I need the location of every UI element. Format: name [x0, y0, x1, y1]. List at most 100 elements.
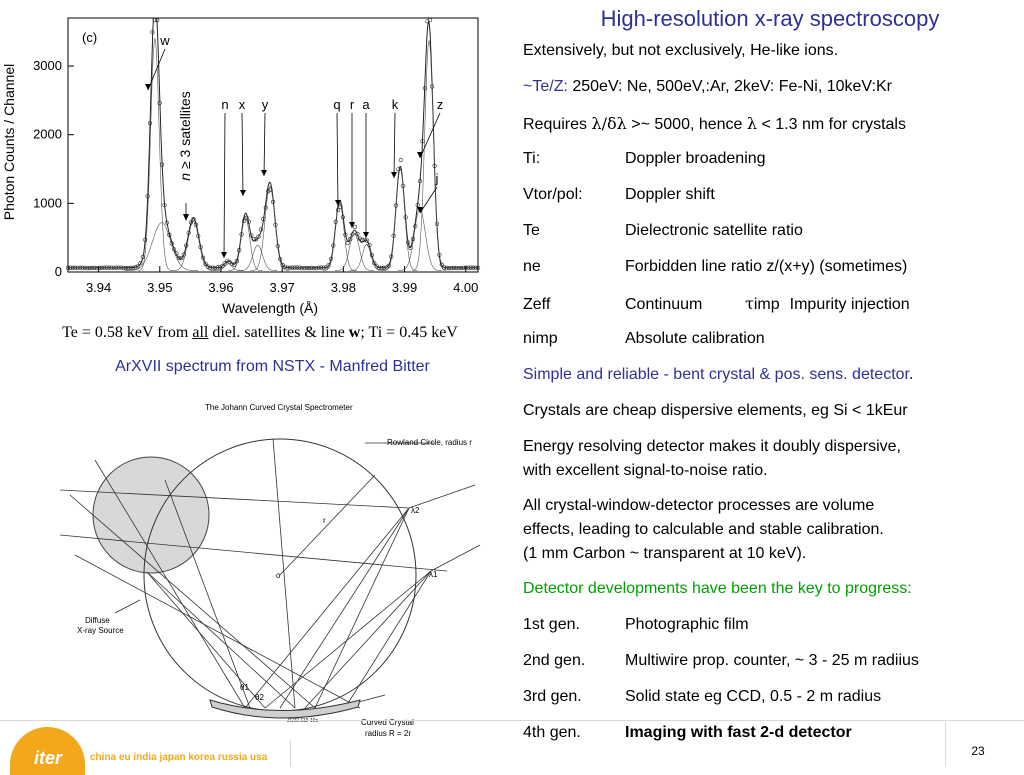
x-tick-label: 3.96 [208, 280, 233, 295]
line-label-arrowhead [349, 222, 355, 228]
text-line-ti: Ti: Doppler broadening [523, 150, 766, 167]
component-peak [383, 168, 418, 271]
chart-axes: 3.94 3.95 3.96 3.97 3.98 3.99 4.00 0 1000 2000 300… [33, 17, 479, 295]
data-point [87, 265, 92, 271]
data-point [131, 265, 136, 271]
x-tick-label: 4.00 [453, 280, 478, 295]
x-tick-label: 3.95 [147, 280, 172, 295]
data-point [116, 265, 121, 270]
text-line-zeff: Zeff Continuum τimp Impurity injection [523, 294, 910, 313]
data-point [473, 265, 478, 270]
data-point [126, 265, 131, 271]
data-point [372, 261, 377, 266]
data-point [466, 265, 471, 270]
data-point [263, 205, 268, 210]
text-line-volume-2: effects, leading to calculable and stabl… [523, 521, 884, 538]
data-point [256, 234, 261, 239]
line-label: y [262, 97, 269, 112]
data-point [456, 266, 461, 271]
data-point [114, 265, 119, 270]
line-label: x [239, 97, 246, 112]
component-peak [238, 244, 278, 271]
data-point [439, 262, 444, 267]
data-point [444, 265, 449, 271]
source-label-1: Diffuse [85, 616, 110, 625]
data-point [442, 265, 447, 270]
data-point [145, 194, 150, 199]
data-point [150, 30, 155, 35]
data-point [94, 266, 99, 271]
text-line-gen-4: 4th gen. Imaging with fast 2-d detector [523, 724, 852, 741]
component-peak [322, 203, 357, 271]
data-point [447, 266, 452, 271]
line-label-arrow [419, 186, 438, 214]
crystal-label-1: Curved Crystal [361, 718, 414, 727]
data-point [340, 215, 346, 220]
data-point [140, 254, 145, 260]
data-point [283, 264, 288, 269]
text-line-ions: Extensively, but not exclusively, He-lik… [523, 42, 839, 59]
data-point [285, 265, 290, 270]
y-tick-label: 2000 [33, 127, 62, 142]
x-tick-label: 3.99 [392, 280, 417, 295]
text-line-gen-1: 1st gen. Photographic film [523, 616, 749, 633]
radius-label: r [323, 516, 326, 525]
data-point [70, 265, 75, 271]
spectrum-chart: 3.94 3.95 3.96 3.97 3.98 3.99 4.00 0 1000 2000 300… [1, 17, 481, 316]
data-point [73, 265, 78, 270]
data-point [65, 265, 71, 271]
text-line-te: Te Dielectronic satellite ratio [523, 222, 803, 239]
data-point [208, 265, 213, 270]
data-point [391, 233, 396, 238]
data-point [463, 265, 469, 270]
data-point [381, 265, 387, 271]
line-label-arrowhead [261, 170, 267, 176]
data-point [92, 265, 97, 271]
data-point [307, 266, 312, 271]
data-point [198, 245, 203, 250]
data-point [408, 245, 413, 250]
data-point [111, 265, 116, 270]
data-point [432, 163, 437, 168]
data-point [106, 265, 112, 270]
text-line-gen-2: 2nd gen. Multiwire prop. counter, ~ 3 - 2… [523, 652, 919, 669]
data-point [160, 162, 165, 167]
data-point [328, 256, 334, 261]
data-point [133, 265, 138, 270]
line-label-arrowhead [145, 84, 151, 90]
data-point [155, 18, 160, 23]
data-point [461, 265, 466, 270]
text-line-vtor: Vtor/pol: Doppler shift [523, 186, 715, 203]
text-line-crystals: Crystals are cheap dispersive elements, … [523, 402, 908, 419]
line-label-arrow [147, 48, 166, 91]
lambda2-label: λ2 [411, 506, 420, 515]
data-point [336, 207, 341, 213]
data-point [418, 179, 423, 184]
y-tick-label: 1000 [33, 195, 62, 210]
plot-frame [67, 17, 479, 273]
text-line-detector-heading: Detector developments have been the key … [523, 580, 912, 597]
data-point [437, 252, 442, 257]
data-point [338, 204, 343, 209]
data-point [254, 237, 259, 242]
line-label-arrow [393, 112, 396, 179]
text-line-ne: ne Forbidden line ratio z/(x+y) (sometime… [523, 258, 908, 275]
x-tick-label: 3.98 [331, 280, 356, 295]
data-point [451, 265, 457, 271]
data-point [176, 255, 181, 260]
data-point [299, 266, 305, 271]
line-label: w [159, 33, 170, 48]
line-label-arrow [336, 112, 339, 207]
data-point [311, 266, 317, 271]
data-point [242, 218, 247, 223]
slide-title: High-resolution x-ray spectroscopy [600, 6, 940, 31]
data-point [85, 266, 90, 271]
data-point [193, 222, 198, 227]
data-point [261, 216, 266, 221]
data-point [365, 238, 370, 243]
data-point [302, 266, 307, 271]
component-peak [349, 244, 384, 271]
data-point [389, 254, 394, 259]
data-point [268, 187, 273, 192]
text-line-requires: Requires λ/δλ >~ 5000, hence λ < 1.3 nm … [523, 114, 906, 133]
